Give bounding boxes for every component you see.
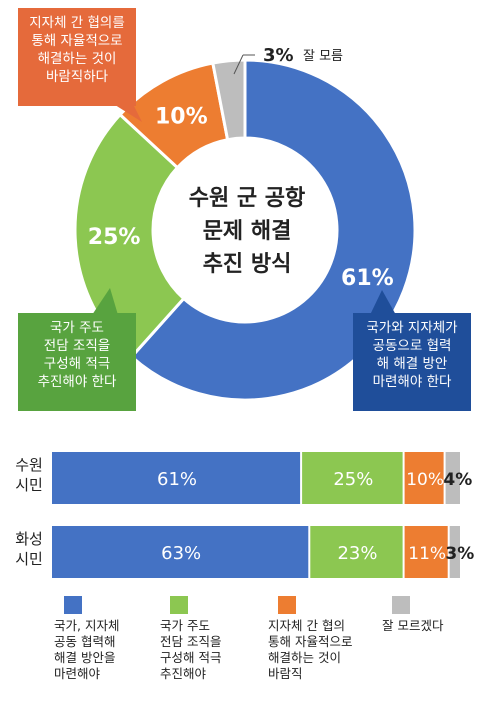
bar-gray-row-1 xyxy=(445,452,460,504)
callout-blue-line-2: 공동으로 협력 xyxy=(372,338,452,354)
gray-slice-label: 3% xyxy=(263,45,294,66)
bar-blue-row-2 xyxy=(52,526,309,578)
donut-label-blue: 61% xyxy=(341,266,394,291)
callout-green: 국가 주도 전담 조직을 구성해 적극 추진해야 한다 xyxy=(18,313,136,411)
callout-green-pointer xyxy=(92,288,118,315)
bar-label-orange-row-2: 11% xyxy=(408,544,446,564)
callout-orange: 지자체 간 협의를 통해 자율적으로 해결하는 것이 바람직하다 xyxy=(18,8,136,106)
legend-green-line-1: 국가 주도 xyxy=(160,618,210,633)
callout-orange-line-2: 통해 자율적으로 xyxy=(31,33,123,49)
callout-orange-line-4: 바람직하다 xyxy=(45,69,109,85)
legend-blue-line-3: 해결 방안을 xyxy=(54,650,116,665)
legend-item-orange: 지자체 간 협의 통해 자율적으로 해결하는 것이 바람직 xyxy=(268,596,378,682)
legend-text-blue: 국가, 지자체 공동 협력해 해결 방안을 마련해야 xyxy=(54,618,164,682)
donut-title-line-3: 추진 방식 xyxy=(203,252,292,277)
bar-gray-row-2 xyxy=(449,526,460,578)
bar-orange-row-1 xyxy=(404,452,444,504)
callout-blue-line-1: 국가와 지자체가 xyxy=(366,320,458,336)
legend-item-blue: 국가, 지자체 공동 협력해 해결 방안을 마련해야 xyxy=(54,596,164,682)
legend-text-orange: 지자체 간 협의 통해 자율적으로 해결하는 것이 바람직 xyxy=(268,618,378,682)
bar-label-gray-row-2: 3% xyxy=(445,544,474,564)
legend-blue-line-4: 마련해야 xyxy=(54,666,101,681)
donut-label-orange: 10% xyxy=(155,105,208,130)
bar-label-green-row-2: 23% xyxy=(337,543,377,564)
bar-blue-row-1 xyxy=(52,452,301,504)
row-label-hwaseong-line-2: 시민 xyxy=(15,550,43,568)
legend-orange-line-2: 통해 자율적으로 xyxy=(268,634,353,649)
donut-title-line-2: 문제 해결 xyxy=(203,219,292,244)
row-label-suwon: 수원 시민 xyxy=(8,455,50,495)
bar-label-orange-row-1: 10% xyxy=(406,470,444,490)
donut-slice-gray xyxy=(211,58,247,142)
callout-orange-line-1: 지자체 간 협의를 xyxy=(29,15,125,31)
gray-slice-text: 잘 모름 xyxy=(303,49,343,64)
donut-slice-green xyxy=(73,112,186,359)
row-label-hwaseong-line-1: 화성 xyxy=(15,530,43,548)
callout-green-line-1: 국가 주도 xyxy=(50,320,104,336)
callout-green-line-3: 구성해 적극 xyxy=(43,356,111,372)
row-label-hwaseong: 화성 시민 xyxy=(8,529,50,569)
donut-slice-blue xyxy=(129,58,417,402)
legend-item-green: 국가 주도 전담 조직을 구성해 적극 추진해야 xyxy=(160,596,270,682)
bar-green-row-1 xyxy=(302,452,403,504)
callout-blue-line-3: 해 해결 방안 xyxy=(376,356,448,372)
legend-text-green: 국가 주도 전담 조직을 구성해 적극 추진해야 xyxy=(160,618,270,682)
legend-swatch-gray xyxy=(392,596,410,614)
callout-blue: 국가와 지자체가 공동으로 협력 해 해결 방안 마련해야 한다 xyxy=(353,313,471,411)
donut-label-green: 25% xyxy=(88,225,141,250)
callout-blue-line-4: 마련해야 한다 xyxy=(372,374,452,390)
bar-label-blue-row-2: 63% xyxy=(161,543,201,564)
callout-green-line-2: 전담 조직을 xyxy=(43,338,111,354)
gray-leader-line xyxy=(233,54,244,75)
callout-blue-pointer xyxy=(370,290,396,315)
row-label-suwon-line-1: 수원 xyxy=(15,456,43,474)
legend-green-line-4: 추진해야 xyxy=(160,666,207,681)
stacked-bar-chart: 61% 25% 10% 4% 63% 23% 11% 3% xyxy=(52,452,474,578)
legend-blue-line-1: 국가, 지자체 xyxy=(54,618,120,633)
legend-swatch-green xyxy=(170,596,188,614)
legend-gray-line-1: 잘 모르겠다 xyxy=(382,618,444,633)
legend-orange-line-1: 지자체 간 협의 xyxy=(268,618,345,633)
bar-label-blue-row-1: 61% xyxy=(157,469,197,490)
callout-green-line-4: 추진해야 한다 xyxy=(37,374,117,390)
legend-swatch-blue xyxy=(64,596,82,614)
legend-text-gray: 잘 모르겠다 xyxy=(382,618,489,634)
legend-orange-line-3: 해결하는 것이 xyxy=(268,650,341,665)
bar-label-green-row-1: 25% xyxy=(333,469,373,490)
donut-chart: 61% 25% 10% 수원 군 공항 문제 해결 추진 방식 3% 잘 모름 xyxy=(73,45,417,402)
bar-green-row-2 xyxy=(310,526,403,578)
bar-label-gray-row-1: 4% xyxy=(443,470,472,490)
donut-title-line-1: 수원 군 공항 xyxy=(189,186,306,211)
row-label-suwon-line-2: 시민 xyxy=(15,476,43,494)
legend-blue-line-2: 공동 협력해 xyxy=(54,634,116,649)
legend-orange-line-4: 바람직 xyxy=(268,666,303,681)
legend-green-line-3: 구성해 적극 xyxy=(160,650,222,665)
legend-item-gray: 잘 모르겠다 xyxy=(382,596,489,634)
callout-orange-line-3: 해결하는 것이 xyxy=(37,51,117,67)
bar-orange-row-2 xyxy=(404,526,448,578)
legend-green-line-2: 전담 조직을 xyxy=(160,634,222,649)
legend-swatch-orange xyxy=(278,596,296,614)
